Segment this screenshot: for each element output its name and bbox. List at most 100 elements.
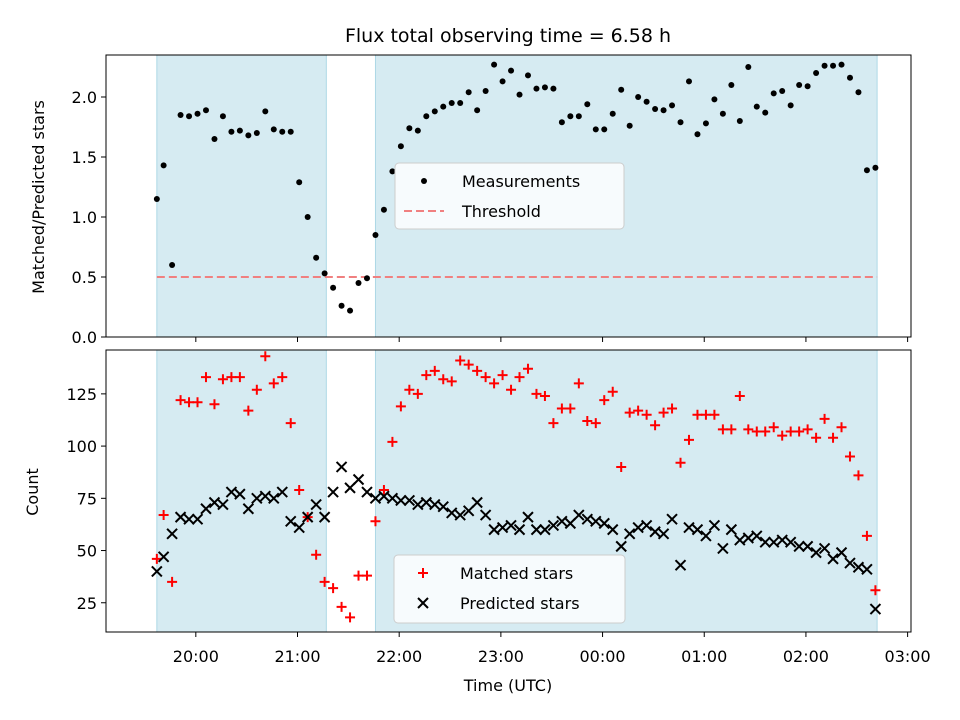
matched-star-point	[412, 388, 423, 399]
matched-star-point	[506, 384, 517, 395]
matched-star-point	[184, 397, 195, 408]
predicted-star-point	[700, 530, 712, 542]
matched-star-point	[319, 576, 330, 587]
matched-star-point	[200, 372, 211, 383]
predicted-star-point	[268, 492, 280, 505]
measurement-point	[330, 284, 337, 291]
predicted-star-point	[369, 492, 382, 505]
matched-star-point	[539, 390, 550, 401]
legend-label-predicted: Predicted stars	[460, 594, 580, 613]
matched-star-point	[802, 424, 813, 435]
matched-star-point	[861, 530, 872, 541]
matched-star-point	[828, 432, 839, 443]
matched-star-point	[251, 384, 262, 395]
matched-star-point	[429, 365, 440, 376]
predicted-star-point	[793, 540, 805, 553]
predicted-star-point	[174, 511, 187, 523]
matched-star-point	[209, 399, 220, 410]
y-tick-label: 125	[66, 385, 97, 404]
measurement-point	[762, 109, 769, 116]
measurement-point	[177, 112, 184, 118]
x-tick-label: 02:00	[783, 647, 829, 666]
measurement-point	[219, 113, 226, 120]
predicted-star-point	[352, 473, 365, 486]
predicted-star-point	[852, 561, 865, 573]
predicted-star-point	[378, 490, 390, 502]
measurement-point	[813, 70, 820, 76]
predicted-star-point	[361, 486, 373, 498]
measurement-point	[363, 275, 370, 282]
measurement-point	[550, 85, 557, 92]
predicted-star-point	[166, 528, 178, 540]
predicted-star-point	[293, 521, 305, 534]
predicted-star-point	[395, 494, 407, 507]
measurement-point	[753, 103, 760, 110]
measurement-point	[211, 136, 218, 142]
measurement-point	[541, 84, 548, 91]
predicted-star-point	[454, 509, 466, 521]
predicted-star-point	[285, 515, 297, 527]
predicted-star-point	[861, 563, 873, 576]
predicted-star-point	[581, 513, 594, 525]
measurement-point	[338, 302, 345, 309]
predicted-star-point	[217, 498, 229, 511]
measurement-point	[474, 107, 481, 114]
matched-star-point	[463, 359, 474, 370]
measurement-point	[270, 126, 277, 133]
predicted-star-point	[615, 540, 627, 553]
plot-frame	[105, 349, 912, 633]
predicted-star-point	[564, 517, 577, 530]
matched-star-point	[633, 405, 644, 416]
matched-star-point	[387, 436, 398, 447]
predicted-star-point	[607, 523, 619, 536]
measurement-point	[236, 127, 243, 134]
measurement-point	[787, 102, 794, 109]
predicted-star-point	[734, 534, 746, 546]
predicted-star-point	[674, 559, 687, 571]
predicted-star-point	[462, 505, 475, 517]
predicted-star-point	[623, 528, 636, 540]
matched-star-point	[675, 457, 686, 468]
matched-star-point	[480, 372, 491, 383]
predicted-star-point	[640, 519, 653, 532]
predicted-star-point	[522, 511, 534, 523]
measurement-point	[253, 130, 260, 136]
legend-box	[394, 162, 625, 230]
matched-star-point	[353, 570, 364, 581]
matched-star-point	[641, 409, 652, 420]
matched-star-point	[760, 426, 771, 437]
predicted-star-point	[437, 500, 449, 513]
legend: Measurements Threshold	[394, 162, 625, 230]
matched-star-point	[514, 372, 525, 383]
measurement-point	[304, 214, 311, 220]
measurement-point	[711, 96, 718, 103]
predicted-star-point	[657, 528, 670, 540]
matched-star-point	[455, 355, 466, 366]
predicted-star-point	[479, 509, 492, 521]
measurement-point	[779, 88, 786, 94]
measurement-point	[287, 128, 294, 135]
y-tick-label: 1.0	[72, 208, 97, 227]
measurement-point	[160, 162, 167, 169]
measurement-point	[186, 113, 193, 120]
measurement-point	[389, 168, 396, 175]
plot-area	[153, 61, 879, 314]
measurement-point	[643, 98, 650, 105]
y-tick-label: 50	[77, 542, 97, 561]
legend-label-measurements: Measurements	[462, 172, 580, 191]
measurement-point	[770, 90, 777, 97]
y-axis-label-count: Count	[23, 468, 42, 516]
predicted-star-point	[844, 557, 856, 569]
matched-star-point	[870, 585, 881, 596]
matched-star-point	[404, 384, 415, 395]
measurement-point	[601, 126, 608, 133]
matched-star-point	[734, 390, 745, 401]
predicted-star-point	[691, 523, 704, 536]
matched-star-point	[819, 413, 830, 424]
matched-star-point	[378, 484, 389, 495]
matched-star-point	[192, 397, 203, 408]
measurement-point	[516, 91, 523, 98]
matched-star-point	[345, 612, 356, 623]
measurement-point	[245, 132, 252, 139]
